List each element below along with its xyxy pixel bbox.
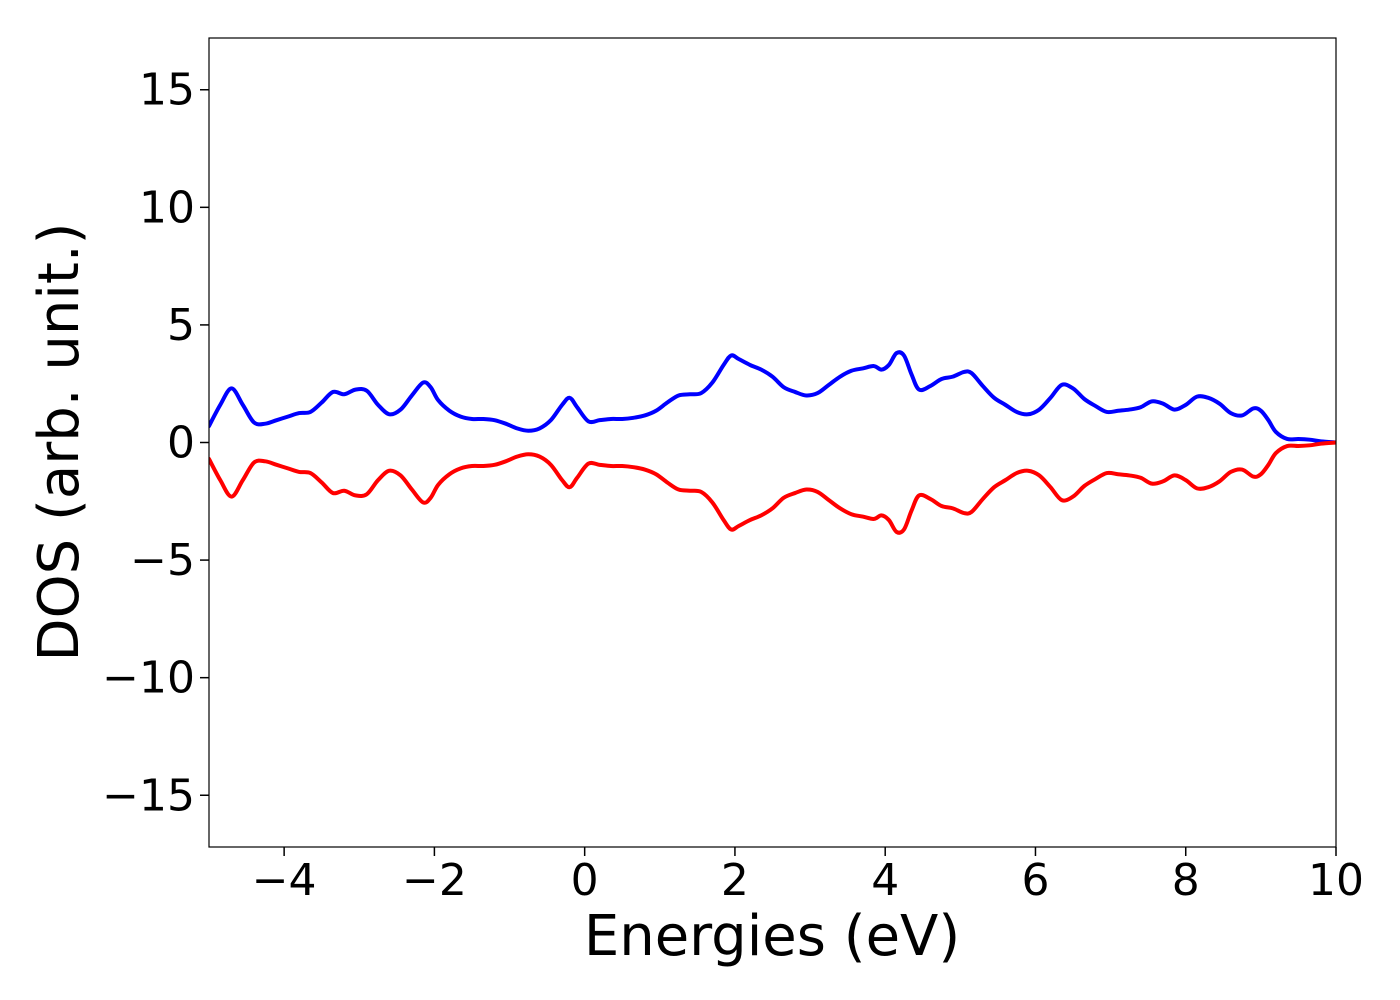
y-axis: −15 −10 −5 0 5 10 15 bbox=[102, 65, 209, 821]
x-tick-label: 0 bbox=[571, 855, 599, 906]
x-tick-label: −4 bbox=[252, 855, 317, 906]
x-tick-label: 6 bbox=[1021, 855, 1049, 906]
y-tick-label: −10 bbox=[102, 653, 195, 704]
x-tick-label: −2 bbox=[402, 855, 467, 906]
x-axis-title: Energies (eV) bbox=[584, 904, 960, 969]
y-tick-label: −15 bbox=[102, 770, 195, 821]
x-tick-label: 2 bbox=[721, 855, 749, 906]
y-tick-label: 5 bbox=[167, 300, 195, 351]
series-line-1 bbox=[209, 350, 1336, 445]
y-tick-label: 15 bbox=[139, 65, 195, 116]
y-tick-label: 10 bbox=[139, 182, 195, 233]
x-tick-label: 4 bbox=[871, 855, 899, 906]
y-tick-label: −5 bbox=[130, 535, 195, 586]
x-tick-label: 8 bbox=[1172, 855, 1200, 906]
x-axis: −4 −2 0 2 4 6 8 10 bbox=[252, 847, 1364, 906]
y-tick-label: 0 bbox=[167, 418, 195, 469]
y-axis-title: DOS (arb. unit.) bbox=[27, 222, 92, 661]
series-line-2 bbox=[209, 440, 1336, 535]
series-layer bbox=[209, 350, 1336, 535]
x-tick-label: 10 bbox=[1308, 855, 1364, 906]
